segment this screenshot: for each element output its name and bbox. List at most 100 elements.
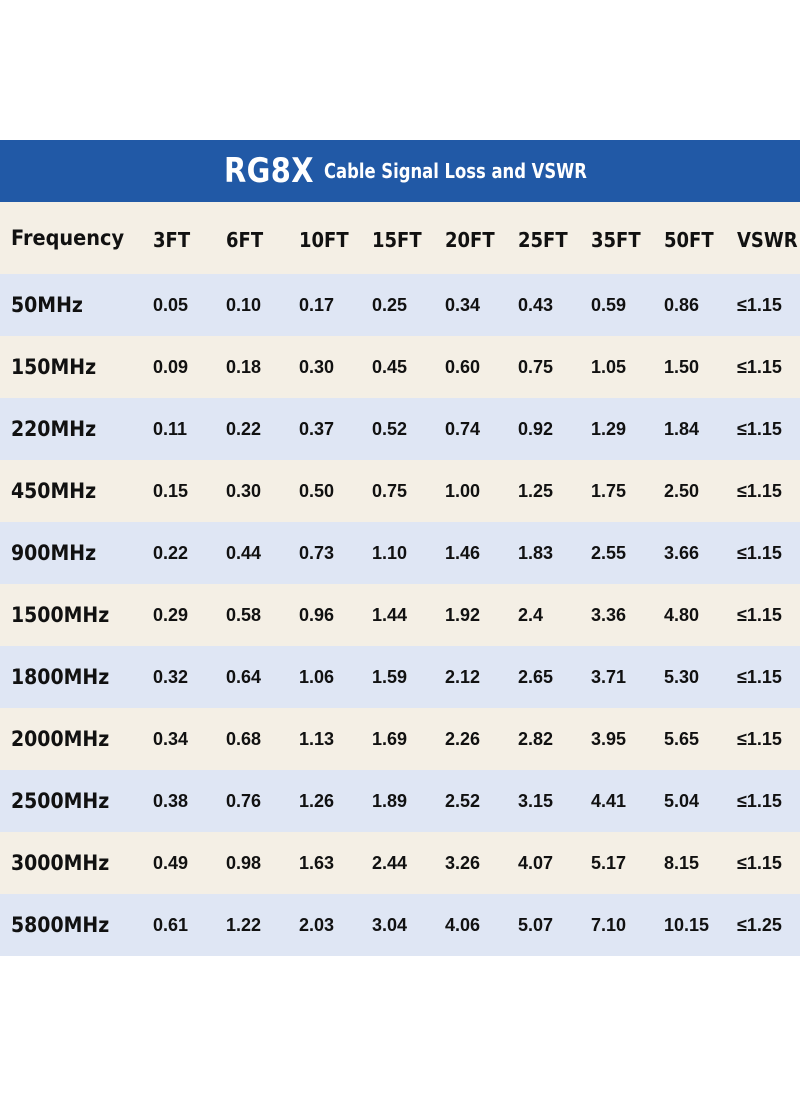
- cell-10ft: 0.50: [299, 480, 335, 501]
- cell-vswr: ≤1.15: [737, 418, 782, 439]
- table-row: 450MHz 0.15 0.30 0.50 0.75 1.00 1.25 1.75 2.50 ≤1…: [0, 460, 800, 522]
- cell-20ft: 0.34: [445, 294, 481, 315]
- cell-3ft: 0.49: [153, 852, 189, 873]
- column-header-vswr: VSWR: [737, 228, 798, 252]
- cell-35ft: 7.10: [591, 914, 627, 935]
- table-row: 220MHz 0.11 0.22 0.37 0.52 0.74 0.92 1.29 1.84 ≤1…: [0, 398, 800, 460]
- cell-50ft: 8.15: [664, 852, 700, 873]
- cell-15ft: 1.44: [372, 604, 408, 625]
- cell-20ft: 1.92: [445, 604, 481, 625]
- cell-10ft: 0.37: [299, 418, 335, 439]
- cell-50ft: 1.50: [664, 356, 700, 377]
- cell-6ft: 0.22: [226, 418, 262, 439]
- cell-frequency: 5800MHz: [11, 913, 110, 937]
- cell-35ft: 1.75: [591, 480, 627, 501]
- cell-vswr: ≤1.15: [737, 604, 782, 625]
- cell-20ft: 1.00: [445, 480, 481, 501]
- cell-frequency: 150MHz: [11, 355, 97, 379]
- cell-frequency: 50MHz: [11, 293, 83, 317]
- cell-15ft: 3.04: [372, 914, 408, 935]
- cell-10ft: 2.03: [299, 914, 335, 935]
- cell-35ft: 1.05: [591, 356, 627, 377]
- cell-10ft: 0.30: [299, 356, 335, 377]
- cell-50ft: 5.65: [664, 728, 700, 749]
- cell-3ft: 0.11: [153, 418, 188, 439]
- cell-25ft: 5.07: [518, 914, 554, 935]
- cell-50ft: 5.30: [664, 666, 700, 687]
- cell-35ft: 3.71: [591, 666, 627, 687]
- cell-50ft: 1.84: [664, 418, 700, 439]
- cell-frequency: 1500MHz: [11, 603, 110, 627]
- cell-25ft: 1.25: [518, 480, 554, 501]
- cell-15ft: 1.10: [372, 542, 408, 563]
- cell-15ft: 1.69: [372, 728, 408, 749]
- cell-6ft: 0.76: [226, 790, 262, 811]
- table-row: 1500MHz 0.29 0.58 0.96 1.44 1.92 2.4 3.36 4.80 ≤1…: [0, 584, 800, 646]
- column-header-20ft: 20FT: [445, 228, 495, 252]
- cell-25ft: 0.43: [518, 294, 554, 315]
- table-row: 1800MHz 0.32 0.64 1.06 1.59 2.12 2.65 3.71 5.30 ≤…: [0, 646, 800, 708]
- cell-35ft: 5.17: [591, 852, 627, 873]
- cell-35ft: 4.41: [591, 790, 627, 811]
- cell-25ft: 2.4: [518, 604, 544, 625]
- cell-10ft: 1.13: [299, 728, 335, 749]
- column-header-10ft: 10FT: [299, 228, 349, 252]
- table-row: 3000MHz 0.49 0.98 1.63 2.44 3.26 4.07 5.17 8.15 ≤…: [0, 832, 800, 894]
- cell-vswr: ≤1.15: [737, 294, 782, 315]
- cell-frequency: 900MHz: [11, 541, 97, 565]
- cell-35ft: 3.95: [591, 728, 627, 749]
- cell-35ft: 2.55: [591, 542, 627, 563]
- table-row: 5800MHz 0.61 1.22 2.03 3.04 4.06 5.07 7.10 10.15…: [0, 894, 800, 956]
- cell-10ft: 1.06: [299, 666, 335, 687]
- table-row: 150MHz 0.09 0.18 0.30 0.45 0.60 0.75 1.05 1.50 ≤1…: [0, 336, 800, 398]
- cell-6ft: 0.44: [226, 542, 262, 563]
- table-row: 2000MHz 0.34 0.68 1.13 1.69 2.26 2.82 3.95 5.65 ≤…: [0, 708, 800, 770]
- cell-6ft: 0.18: [226, 356, 262, 377]
- table-subtitle: Cable Signal Loss and VSWR: [323, 159, 587, 183]
- cell-3ft: 0.15: [153, 480, 189, 501]
- cell-25ft: 4.07: [518, 852, 554, 873]
- cell-25ft: 3.15: [518, 790, 554, 811]
- signal-loss-table: Frequency 3FT 6FT 10FT 15FT 20FT 25FT 35…: [0, 202, 800, 956]
- cell-35ft: 0.59: [591, 294, 627, 315]
- cell-6ft: 1.22: [226, 914, 262, 935]
- cell-10ft: 0.96: [299, 604, 335, 625]
- cell-3ft: 0.22: [153, 542, 189, 563]
- column-header-50ft: 50FT: [664, 228, 714, 252]
- cell-50ft: 10.15: [664, 914, 710, 935]
- table-row: 900MHz 0.22 0.44 0.73 1.10 1.46 1.83 2.55 3.66 ≤1…: [0, 522, 800, 584]
- table-row: 2500MHz 0.38 0.76 1.26 1.89 2.52 3.15 4.41 5.04 ≤…: [0, 770, 800, 832]
- column-header-3ft: 3FT: [153, 228, 191, 252]
- cell-6ft: 0.10: [226, 294, 262, 315]
- cell-20ft: 0.60: [445, 356, 481, 377]
- cell-3ft: 0.32: [153, 666, 189, 687]
- table-row: 50MHz 0.05 0.10 0.17 0.25 0.34 0.43 0.59 0.86 ≤1.…: [0, 274, 800, 336]
- cell-25ft: 2.65: [518, 666, 554, 687]
- cell-3ft: 0.29: [153, 604, 189, 625]
- cell-20ft: 2.52: [445, 790, 481, 811]
- cell-10ft: 0.73: [299, 542, 335, 563]
- cell-3ft: 0.61: [153, 914, 189, 935]
- column-header-15ft: 15FT: [372, 228, 422, 252]
- title-banner: RG8X Cable Signal Loss and VSWR: [0, 140, 800, 202]
- cell-vswr: ≤1.15: [737, 666, 782, 687]
- cell-15ft: 0.25: [372, 294, 408, 315]
- column-header-25ft: 25FT: [518, 228, 568, 252]
- cell-frequency: 2500MHz: [11, 789, 110, 813]
- cell-vswr: ≤1.15: [737, 728, 782, 749]
- cell-15ft: 0.45: [372, 356, 408, 377]
- cell-20ft: 1.46: [445, 542, 481, 563]
- cell-25ft: 1.83: [518, 542, 554, 563]
- cell-frequency: 450MHz: [11, 479, 97, 503]
- cell-25ft: 2.82: [518, 728, 554, 749]
- cell-10ft: 1.63: [299, 852, 335, 873]
- cell-6ft: 0.98: [226, 852, 262, 873]
- cell-20ft: 0.74: [445, 418, 481, 439]
- column-header-6ft: 6FT: [226, 228, 264, 252]
- cell-6ft: 0.30: [226, 480, 262, 501]
- cell-frequency: 3000MHz: [11, 851, 110, 875]
- cell-vswr: ≤1.15: [737, 790, 782, 811]
- cell-frequency: 1800MHz: [11, 665, 110, 689]
- cell-vswr: ≤1.15: [737, 480, 782, 501]
- cell-35ft: 1.29: [591, 418, 627, 439]
